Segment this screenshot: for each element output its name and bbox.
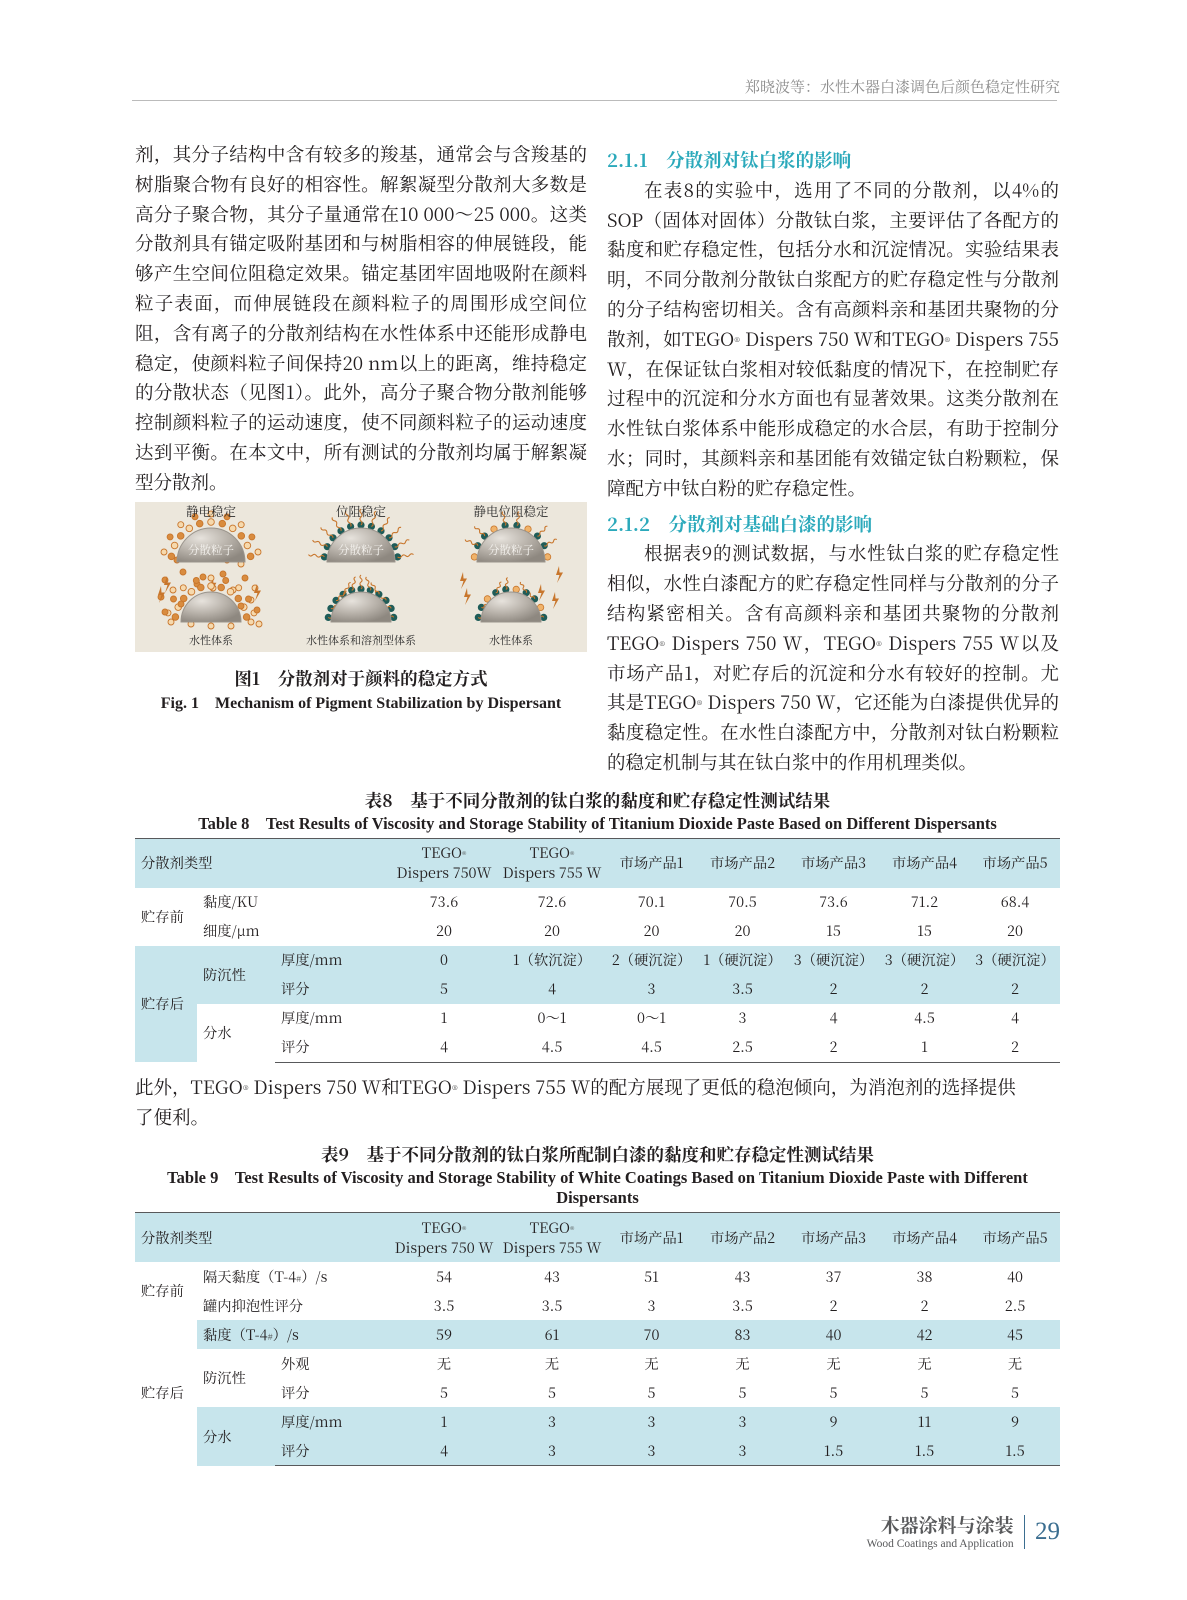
- svg-text:静电位阻稳定: 静电位阻稳定: [473, 502, 549, 520]
- svg-text:水性体系和溶剂型体系: 水性体系和溶剂型体系: [306, 632, 416, 648]
- svg-text:静电稳定: 静电稳定: [186, 502, 237, 520]
- svg-text:分散粒子: 分散粒子: [338, 542, 384, 558]
- svg-text:分散粒子: 分散粒子: [488, 542, 534, 558]
- svg-text:分散粒子: 分散粒子: [188, 542, 234, 558]
- svg-text:水性体系: 水性体系: [189, 632, 233, 648]
- svg-text:位阻稳定: 位阻稳定: [336, 502, 387, 520]
- svg-text:水性体系: 水性体系: [489, 632, 533, 648]
